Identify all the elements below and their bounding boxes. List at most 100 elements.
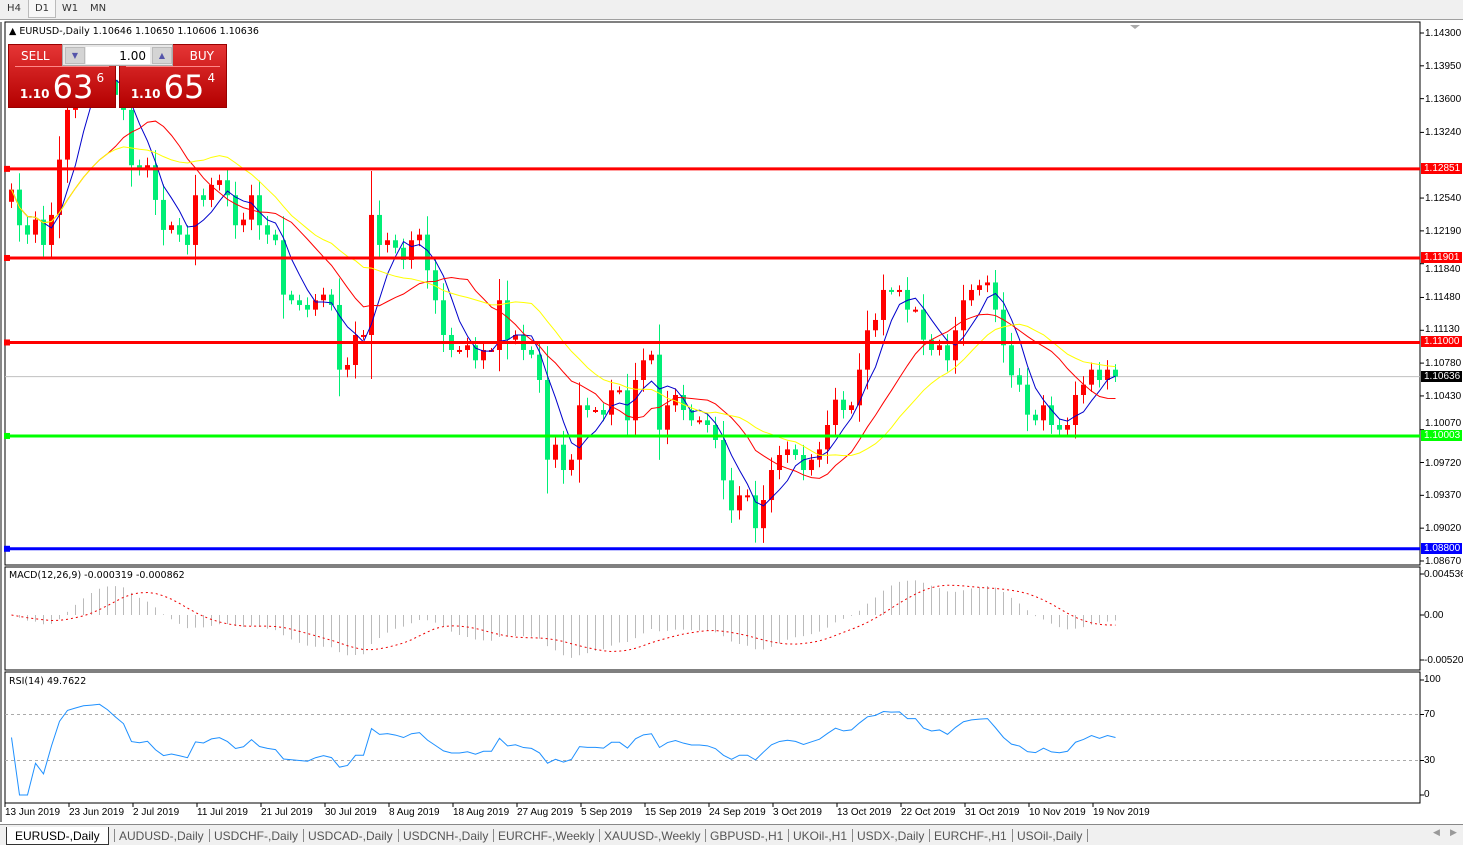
- candle-body: [529, 349, 534, 355]
- chart-tab[interactable]: XAUUSD-,Weekly: [604, 829, 701, 843]
- candle: [865, 310, 870, 390]
- candle: [1041, 395, 1046, 431]
- candle: [481, 341, 486, 369]
- chart-tab[interactable]: USDCAD-,Daily: [308, 829, 393, 843]
- candle: [841, 391, 846, 419]
- candle: [553, 436, 558, 468]
- chart-tab[interactable]: USDCHF-,Daily: [214, 829, 298, 843]
- rsi-axis-label: 0: [1424, 789, 1430, 800]
- tab-separator: [929, 829, 930, 842]
- candle: [929, 334, 934, 356]
- candle-body: [593, 409, 598, 412]
- chart-tab[interactable]: USDX-,Daily: [857, 829, 925, 843]
- candle-body: [417, 234, 422, 241]
- sell-price-pip: 6: [96, 71, 105, 85]
- timeframe-d1[interactable]: D1: [28, 0, 56, 18]
- candle-body: [233, 195, 238, 226]
- chart-tab[interactable]: EURCHF-,H1: [934, 829, 1007, 843]
- candle: [793, 444, 798, 460]
- date-axis-label: 24 Sep 2019: [709, 807, 766, 818]
- line-handle: [4, 339, 10, 346]
- candle: [777, 445, 782, 480]
- candle: [441, 283, 446, 353]
- candle-body: [1097, 369, 1102, 380]
- lot-increase-icon[interactable]: ▲: [152, 47, 172, 64]
- lot-size-input[interactable]: [86, 47, 150, 64]
- candle: [41, 205, 46, 259]
- horizontal-line-price-label: 1.08800: [1421, 542, 1462, 554]
- candle: [425, 216, 430, 289]
- lot-decrease-icon[interactable]: ▼: [65, 47, 85, 64]
- candle: [641, 348, 646, 392]
- chart-tab[interactable]: GBPUSD-,H1: [710, 829, 784, 843]
- tab-separator: [852, 829, 853, 842]
- candle-body: [177, 225, 182, 235]
- candle-body: [961, 300, 966, 331]
- candle: [9, 183, 14, 209]
- chart-tab[interactable]: EURUSD-,Daily: [6, 827, 109, 845]
- candle: [569, 454, 574, 476]
- candle: [745, 489, 750, 502]
- candle-body: [9, 189, 14, 202]
- candle-body: [761, 500, 766, 529]
- collapse-triangle-icon[interactable]: ▲: [9, 26, 17, 37]
- candle: [273, 229, 278, 246]
- buy-button[interactable]: BUY 1.10 65 4: [119, 44, 227, 108]
- chart-tab[interactable]: USOil-,Daily: [1017, 829, 1083, 843]
- price-axis-label: 1.12190: [1425, 225, 1462, 237]
- price-axis-label: 1.11130: [1425, 324, 1460, 336]
- timeframe-h4[interactable]: H4: [7, 3, 21, 14]
- candle-body: [697, 420, 702, 423]
- chart-tabs-bar: EURUSD-,Daily AUDUSD-,Daily USDCHF-,Daily U…: [0, 824, 1463, 845]
- candle-body: [329, 294, 334, 305]
- candle-body: [353, 334, 358, 365]
- candle-body: [673, 394, 678, 406]
- candle: [49, 202, 54, 258]
- rsi-panel: [4, 671, 1421, 804]
- tabs-scroll-right-icon[interactable]: ▶: [1450, 828, 1457, 838]
- candle: [289, 290, 294, 305]
- candle-body: [401, 247, 406, 260]
- price-axis-label: 1.09020: [1425, 523, 1462, 535]
- candle: [897, 285, 902, 297]
- chart-tab[interactable]: AUDUSD-,Daily: [119, 829, 204, 843]
- candle-body: [801, 455, 806, 471]
- candle-body: [41, 219, 46, 245]
- candle: [977, 279, 982, 296]
- candle-body: [1081, 384, 1086, 395]
- candle-body: [993, 282, 998, 310]
- chart-tab[interactable]: USDCNH-,Daily: [403, 829, 489, 843]
- tabs-scroll-left-icon[interactable]: ◀: [1433, 828, 1440, 838]
- timeframe-mn[interactable]: MN: [89, 3, 107, 14]
- current-price-label: 1.10636: [1421, 370, 1462, 382]
- ohlc-readout: 1.10646 1.10650 1.10606 1.10636: [92, 26, 259, 37]
- chart-tab[interactable]: UKOil-,H1: [793, 829, 848, 843]
- candle: [817, 441, 822, 468]
- chart-tab[interactable]: EURCHF-,Weekly: [498, 829, 595, 843]
- price-axis-label: 1.10430: [1425, 390, 1462, 402]
- candle: [361, 330, 366, 340]
- candle: [985, 275, 990, 293]
- candle-body: [513, 334, 518, 340]
- candle-body: [945, 345, 950, 361]
- candle-body: [889, 289, 894, 292]
- candle-body: [729, 480, 734, 511]
- candle-body: [809, 459, 814, 471]
- timeframe-w1[interactable]: W1: [61, 3, 79, 14]
- candle-body: [289, 294, 294, 301]
- candle-body: [225, 180, 230, 196]
- candle: [33, 211, 38, 243]
- tab-separator: [114, 829, 115, 842]
- candle: [25, 216, 30, 244]
- candle-body: [705, 420, 710, 426]
- date-axis-label: 10 Nov 2019: [1029, 807, 1086, 818]
- candle-body: [369, 214, 374, 335]
- sell-label: SELL: [15, 45, 109, 67]
- date-axis-label: 22 Oct 2019: [901, 807, 956, 818]
- candle-body: [385, 240, 390, 245]
- date-axis-label: 21 Jul 2019: [261, 807, 313, 818]
- rsi-label: RSI(14) 49.7622: [9, 676, 87, 687]
- candle: [673, 388, 678, 412]
- candle-body: [305, 304, 310, 310]
